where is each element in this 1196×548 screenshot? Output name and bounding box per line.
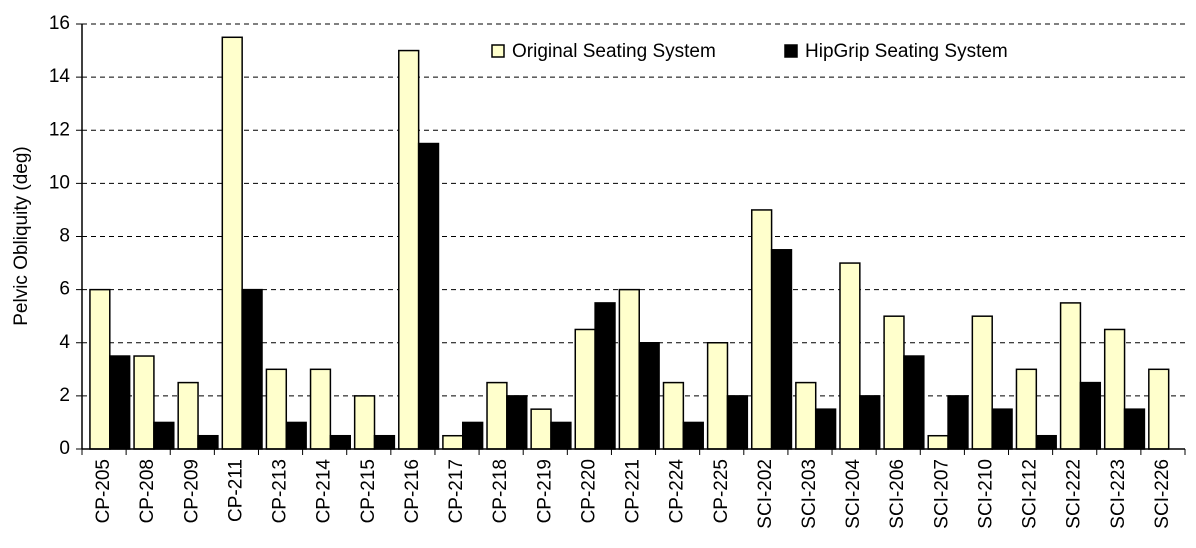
x-tick-label: SCI-203 [799,459,820,529]
x-tick-label: CP-211 [225,459,246,522]
bar [530,408,552,450]
bar [1123,408,1146,450]
bar [618,288,640,450]
bar [1059,302,1082,450]
x-tick-label: CP-209 [181,459,202,523]
bar [89,288,111,450]
legend-label: Original Seating System [512,41,716,62]
bar [109,355,131,450]
bar [353,395,376,450]
bar [971,315,993,450]
y-tick-label: 14 [49,66,71,87]
y-tick-label: 16 [49,13,70,34]
x-tick-label: SCI-204 [843,459,864,529]
bar [662,381,685,450]
y-tick-label: 10 [49,172,70,193]
x-tick-label: SCI-222 [1064,459,1085,529]
legend-swatch [784,44,798,58]
x-tick-label: CP-216 [402,459,423,523]
x-tick-label: CP-219 [534,459,555,523]
bar [506,395,528,450]
legend-label: HipGrip Seating System [805,41,1008,62]
bar [241,288,263,450]
x-tick-label: CP-225 [711,459,732,523]
bar [442,434,464,450]
bar [462,421,484,450]
x-tick-label: CP-218 [490,459,511,523]
bar [883,315,905,450]
bar [309,368,332,450]
bar [221,36,243,450]
bar [814,408,837,450]
bar [486,381,508,450]
y-axis-title: Pelvic Obliquity (deg) [11,146,32,326]
bar [177,381,199,450]
bar [750,209,773,450]
bar [726,395,749,450]
bar [927,434,949,450]
bar [417,142,440,450]
bar [285,421,307,450]
bar [991,408,1013,450]
x-tick-label: SCI-206 [887,459,908,529]
bar [770,249,793,450]
y-tick-label: 2 [59,385,70,406]
x-tick-label: CP-205 [93,459,114,523]
bar [859,395,881,450]
bar [1015,368,1038,450]
bar [398,49,420,450]
bar [594,302,616,450]
x-tick-label: CP-214 [314,459,335,524]
bar [373,434,396,450]
x-tick-label: CP-217 [446,459,467,523]
bar [574,328,596,450]
bar [706,342,729,450]
legend-swatch [491,44,505,58]
x-tick-label: SCI-226 [1152,459,1173,529]
bar [1148,368,1170,450]
x-tick-label: CP-213 [270,459,291,523]
y-tick-label: 12 [49,119,70,140]
bar [839,262,861,450]
x-tick-label: SCI-210 [975,459,996,529]
x-tick-label: CP-208 [137,459,158,523]
y-tick-label: 0 [59,438,70,459]
x-tick-label: SCI-212 [1020,459,1041,529]
bar [197,434,219,450]
x-tick-label: SCI-207 [931,459,952,529]
x-tick-label: SCI-202 [755,459,776,529]
bar [795,381,817,450]
bar [133,355,155,450]
bar [638,342,660,450]
x-tick-label: CP-224 [667,459,688,524]
x-tick-label: CP-215 [358,459,379,523]
bar [903,355,925,450]
bar [1103,328,1126,450]
x-tick-label: SCI-223 [1108,459,1129,529]
bar [682,421,704,450]
y-tick-label: 8 [59,226,70,247]
y-tick-label: 4 [59,332,70,353]
x-tick-label: CP-221 [623,459,644,523]
bar [153,421,175,450]
bar [329,434,351,450]
bar [550,421,572,450]
bar [1079,381,1102,450]
bar [265,368,288,450]
bar [947,395,969,450]
bar [1035,434,1057,450]
x-tick-label: CP-220 [578,459,599,523]
y-tick-label: 6 [59,279,70,300]
